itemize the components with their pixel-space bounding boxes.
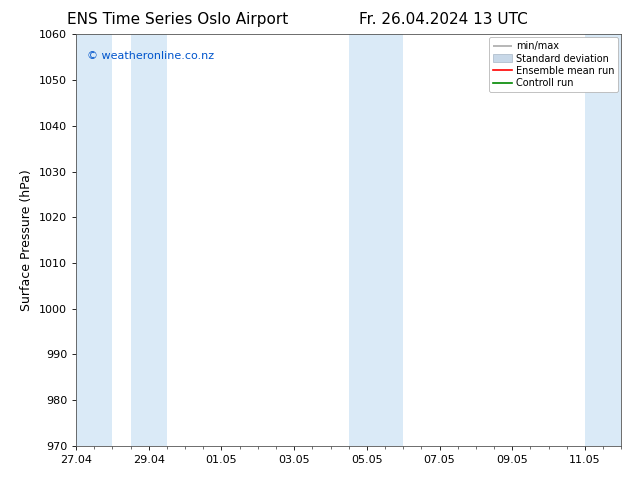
Bar [131, 34, 167, 446]
Y-axis label: Surface Pressure (hPa): Surface Pressure (hPa) [20, 169, 34, 311]
Bar [76, 34, 112, 446]
Legend: min/max, Standard deviation, Ensemble mean run, Controll run: min/max, Standard deviation, Ensemble me… [489, 37, 618, 92]
Bar [585, 34, 621, 446]
Bar [349, 34, 403, 446]
Text: ENS Time Series Oslo Airport: ENS Time Series Oslo Airport [67, 12, 288, 27]
Text: © weatheronline.co.nz: © weatheronline.co.nz [87, 51, 214, 61]
Text: Fr. 26.04.2024 13 UTC: Fr. 26.04.2024 13 UTC [359, 12, 528, 27]
